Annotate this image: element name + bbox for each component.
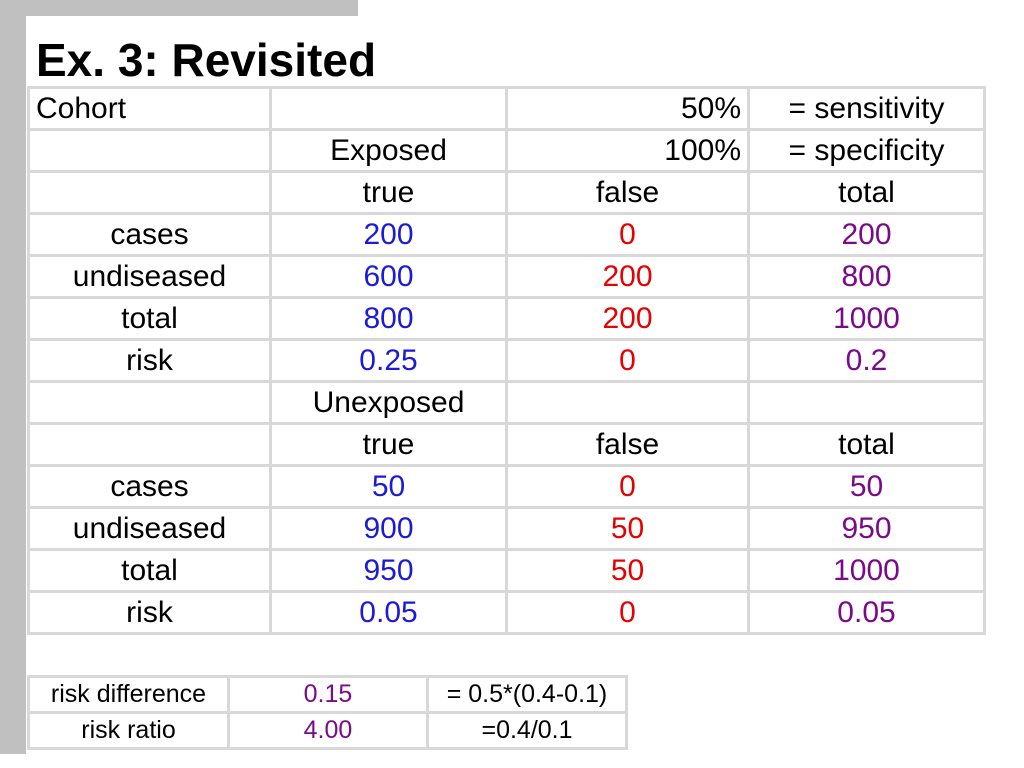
empty-cell [505,380,750,425]
table-row: undiseased 600 200 800 [27,254,986,299]
summary-formula: = 0.5*(0.4-0.1) [426,675,628,714]
true-value: 950 [269,548,508,593]
table-row: risk difference 0.15 = 0.5*(0.4-0.1) [27,675,628,714]
column-header-false: false [505,170,750,215]
summary-formula: =0.4/0.1 [426,711,628,750]
total-value: 950 [747,506,986,551]
true-value: 0.25 [269,338,508,383]
true-value: 50 [269,464,508,509]
total-value: 1000 [747,548,986,593]
slide-title: Ex. 3: Revisited [36,34,377,86]
sensitivity-label: = sensitivity [747,86,986,131]
false-value: 50 [505,548,750,593]
false-value: 200 [505,254,750,299]
row-label: total [27,548,272,593]
table-row: undiseased 900 50 950 [27,506,986,551]
cohort-label: Cohort [27,86,272,131]
table-row: cases 200 0 200 [27,212,986,257]
table-row: risk 0.05 0 0.05 [27,590,986,635]
false-value: 0 [505,464,750,509]
row-label: risk [27,338,272,383]
total-value: 1000 [747,296,986,341]
table-row: total 950 50 1000 [27,548,986,593]
row-label: cases [27,212,272,257]
false-value: 200 [505,296,750,341]
cohort-table: Cohort 50% = sensitivity Exposed 100% = … [27,86,986,635]
empty-cell [747,380,986,425]
summary-label: risk ratio [27,711,230,750]
table-row: cases 50 0 50 [27,464,986,509]
left-gray-bar [0,0,26,768]
table-row: Unexposed [27,380,986,425]
empty-cell [27,422,272,467]
summary-value: 0.15 [227,675,429,714]
total-value: 50 [747,464,986,509]
empty-cell [27,128,272,173]
table-row: Exposed 100% = specificity [27,128,986,173]
total-value: 200 [747,212,986,257]
row-label: undiseased [27,254,272,299]
column-header-false: false [505,422,750,467]
empty-cell [27,380,272,425]
table-row: risk ratio 4.00 =0.4/0.1 [27,711,628,750]
empty-cell [269,86,508,131]
table-row: total 800 200 1000 [27,296,986,341]
row-label: risk [27,590,272,635]
column-header-true: true [269,422,508,467]
top-gray-bar [0,0,358,16]
true-value: 200 [269,212,508,257]
true-value: 800 [269,296,508,341]
exposed-heading: Exposed [269,128,508,173]
table-row: true false total [27,170,986,215]
row-label: undiseased [27,506,272,551]
table-row: true false total [27,422,986,467]
total-value: 800 [747,254,986,299]
row-label: cases [27,464,272,509]
unexposed-heading: Unexposed [269,380,508,425]
empty-cell [27,170,272,215]
specificity-value: 100% [505,128,750,173]
column-header-total: total [747,422,986,467]
total-value: 0.2 [747,338,986,383]
specificity-label: = specificity [747,128,986,173]
column-header-total: total [747,170,986,215]
true-value: 600 [269,254,508,299]
summary-label: risk difference [27,675,230,714]
true-value: 900 [269,506,508,551]
false-value: 0 [505,590,750,635]
bottom-strip [0,754,1024,768]
true-value: 0.05 [269,590,508,635]
table-row: risk 0.25 0 0.2 [27,338,986,383]
false-value: 0 [505,338,750,383]
table-row: Cohort 50% = sensitivity [27,86,986,131]
false-value: 50 [505,506,750,551]
total-value: 0.05 [747,590,986,635]
summary-value: 4.00 [227,711,429,750]
column-header-true: true [269,170,508,215]
sensitivity-value: 50% [505,86,750,131]
row-label: total [27,296,272,341]
false-value: 0 [505,212,750,257]
summary-table: risk difference 0.15 = 0.5*(0.4-0.1) ris… [27,675,628,750]
